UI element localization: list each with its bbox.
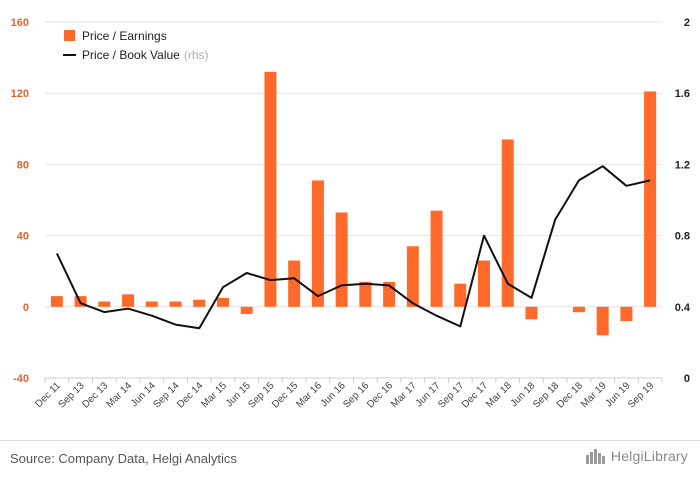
bar — [644, 91, 657, 307]
bar — [169, 301, 182, 307]
bar — [216, 297, 229, 307]
bar — [193, 299, 206, 307]
source-text: Source: Company Data, Helgi Analytics — [10, 451, 237, 466]
bar — [620, 306, 633, 322]
line-series — [55, 165, 651, 330]
bar — [406, 246, 419, 307]
helgi-library-logo: HelgiLibrary — [585, 448, 688, 464]
x-tick-label: Dec 17 — [460, 380, 490, 410]
bar — [98, 301, 111, 307]
x-tick-label: Mar 17 — [389, 380, 419, 410]
chart: -40 0 40 80 120 160 0 0.4 0.8 1.2 1.6 2 Dec 11Sep … — [11, 17, 691, 411]
bar-series — [50, 71, 657, 336]
x-tick-label: Mar 16 — [294, 380, 324, 410]
city-skyline-icon — [585, 449, 605, 464]
legend-label-price-book: Price / Book Value (rhs) — [82, 48, 209, 62]
legend-label-price-earnings: Price / Earnings — [82, 29, 167, 43]
bar — [596, 306, 609, 336]
left-tick-label: 40 — [17, 231, 29, 243]
left-tick-label: 80 — [17, 159, 29, 171]
bar — [454, 283, 467, 307]
left-axis-ticks: -40 0 40 80 120 160 — [11, 17, 29, 385]
x-tick-label: Mar 19 — [579, 380, 609, 410]
bar — [359, 281, 372, 307]
right-tick-label: 1.2 — [675, 159, 690, 171]
x-tick-label: Sep 19 — [626, 380, 656, 410]
right-tick-label: 0 — [684, 373, 690, 385]
left-tick-label: 160 — [11, 17, 29, 29]
bar — [240, 306, 253, 314]
left-tick-label: 120 — [11, 88, 29, 100]
bar — [264, 71, 277, 307]
grid-lines — [45, 21, 662, 379]
bar — [50, 296, 63, 307]
x-tick-label: Dec 14 — [175, 380, 205, 410]
right-tick-label: 0.4 — [675, 302, 691, 314]
bar — [572, 306, 585, 313]
left-tick-label: -40 — [13, 373, 29, 385]
legend-label-rhs: (rhs) — [184, 48, 209, 62]
bar — [288, 260, 301, 307]
x-tick-label: Dec 16 — [365, 380, 395, 410]
right-axis-ticks: 0 0.4 0.8 1.2 1.6 2 — [675, 17, 691, 385]
bar — [525, 306, 538, 320]
x-tick-label: Mar 14 — [104, 380, 134, 410]
bar — [335, 212, 348, 307]
bar — [145, 301, 158, 307]
bar — [122, 294, 135, 307]
x-tick-label: Dec 18 — [555, 380, 585, 410]
footer-divider — [0, 440, 700, 441]
legend-swatch-bar — [64, 30, 75, 41]
x-tick-label: Mar 15 — [199, 380, 229, 410]
bar — [501, 139, 514, 307]
logo-text: HelgiLibrary — [610, 448, 688, 464]
right-tick-label: 1.6 — [675, 88, 690, 100]
x-tick-label: Mar 18 — [484, 380, 514, 410]
bar — [430, 210, 443, 307]
right-tick-label: 2 — [684, 17, 690, 29]
price-book-line — [55, 165, 651, 330]
x-tick-label: Dec 13 — [80, 380, 110, 410]
bar — [478, 260, 491, 307]
x-tick-label: Dec 15 — [270, 380, 300, 410]
right-tick-label: 0.8 — [675, 231, 690, 243]
left-tick-label: 0 — [23, 302, 29, 314]
legend: Price / Earnings Price / Book Value (rhs) — [63, 29, 209, 62]
legend-label-price-book-name: Price / Book Value — [82, 48, 180, 62]
bar — [311, 180, 324, 307]
